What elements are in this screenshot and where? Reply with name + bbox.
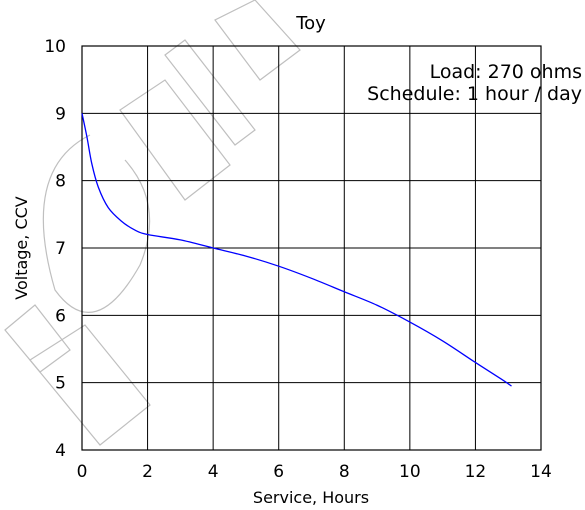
watermark-logo	[4, 0, 301, 446]
x-tick-labels: 0 2 4 6 8 10 12 14	[77, 462, 552, 482]
x-tick-label: 14	[530, 462, 552, 482]
series-group	[81, 113, 512, 387]
x-tick-label: 6	[273, 462, 284, 482]
grid-lines	[82, 46, 541, 450]
annotation-schedule: Schedule: 1 hour / day	[367, 83, 582, 105]
y-tick-label: 7	[55, 239, 66, 259]
y-axis-title: Voltage, CCV	[12, 196, 31, 300]
y-tick-label: 10	[44, 37, 66, 57]
x-tick-label: 2	[142, 462, 153, 482]
y-tick-label: 5	[55, 374, 66, 394]
y-tick-label: 8	[55, 172, 66, 192]
y-tick-label: 4	[55, 441, 66, 461]
series-line-0	[81, 113, 512, 387]
x-tick-label: 10	[399, 462, 421, 482]
x-axis-title: Service, Hours	[253, 488, 369, 507]
annotation-load: Load: 270 ohms	[430, 61, 582, 83]
x-tick-label: 4	[208, 462, 219, 482]
x-tick-label: 0	[77, 462, 88, 482]
y-tick-labels: 4 5 6 7 8 9 10	[44, 37, 66, 461]
chart-title: Toy	[295, 13, 326, 34]
x-tick-label: 8	[339, 462, 350, 482]
x-tick-label: 12	[465, 462, 487, 482]
y-tick-label: 6	[55, 306, 66, 326]
y-tick-label: 9	[55, 104, 66, 124]
